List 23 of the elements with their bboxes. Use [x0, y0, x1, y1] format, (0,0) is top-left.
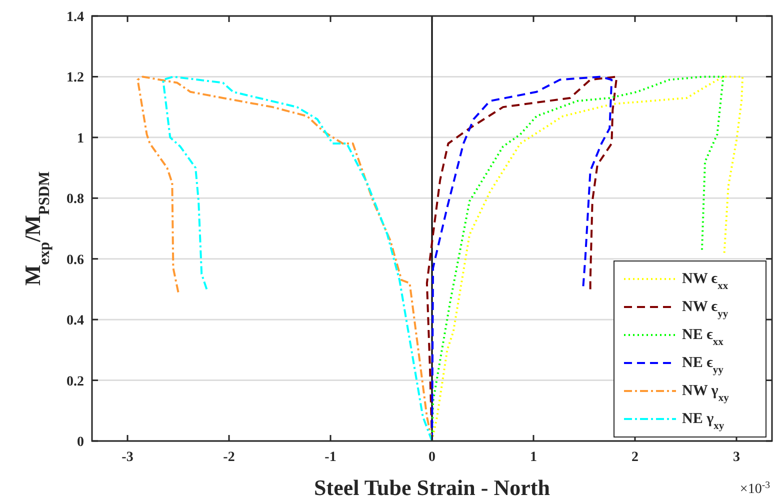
x-tick-label: 0	[428, 450, 436, 465]
legend-label: NW ϵ$_{yy}$	[682, 299, 729, 320]
legend-label: NE ϵ$_{xx}$	[682, 327, 724, 348]
x-tick-label: 2	[631, 450, 638, 465]
y-tick-label: 0.6	[66, 252, 84, 268]
legend-label: NW ϵ$_{xx}$	[682, 271, 729, 292]
legend-label: NW γ$_{xy}$	[682, 383, 730, 404]
x-tick-label: 1	[530, 450, 537, 465]
x-tick-label: 3	[732, 450, 740, 465]
legend-label: NE ϵ$_{yy}$	[682, 355, 724, 376]
x-tick-label: -2	[223, 450, 235, 465]
y-tick-label: 1.2	[66, 70, 84, 86]
x-axis-title: Steel Tube Strain - North	[314, 475, 550, 500]
x-tick-label: -3	[122, 450, 134, 465]
y-tick-label: 0.2	[66, 374, 84, 390]
y-tick-label: 1.4	[66, 10, 84, 25]
y-tick-label: 0	[77, 435, 84, 450]
y-tick-label: 0.4	[66, 314, 84, 329]
legend-label: NE γ$_{xy}$	[682, 411, 725, 432]
y-tick-label: 0.8	[66, 192, 84, 208]
text: ×10$^{-3}$	[740, 480, 770, 497]
x-tick-label: -1	[324, 450, 336, 465]
y-tick-label: 1	[77, 131, 84, 146]
